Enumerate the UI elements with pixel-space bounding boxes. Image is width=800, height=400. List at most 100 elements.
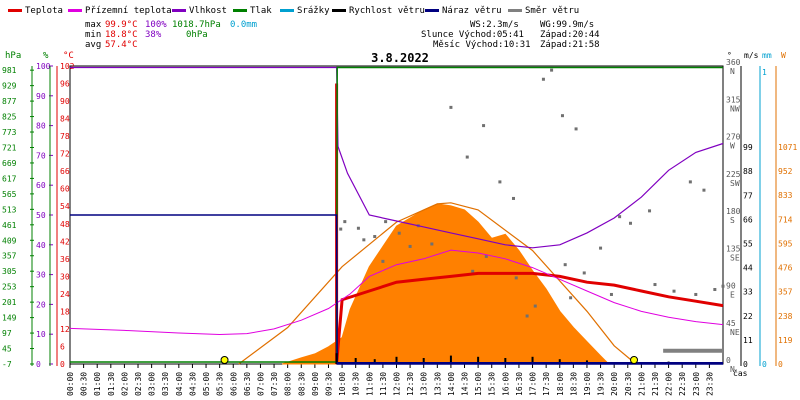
x-tick-20: 10:00 xyxy=(338,372,347,396)
direction-axis-tick-2: 90 xyxy=(726,282,736,291)
direction-axis-name-1: NE xyxy=(730,328,740,337)
stats-block: max 99.9°C 100% 1018.7hPa 0.0mm min 18.8… xyxy=(85,20,257,50)
wind-direction-point-22 xyxy=(648,209,652,213)
pressure-axis-tick-8: 409 xyxy=(2,236,17,245)
legend-swatch-smer xyxy=(508,9,522,12)
x-tick-10: 05:00 xyxy=(202,372,211,396)
x-tick-23: 11:30 xyxy=(379,372,388,396)
stat-max-press: 1018.7hPa xyxy=(172,20,221,30)
x-tick-6: 03:00 xyxy=(148,372,157,396)
direction-axis-name-7: NW xyxy=(730,104,740,113)
radiation-theory-line xyxy=(238,202,637,365)
x-tick-41: 20:30 xyxy=(624,372,633,396)
axis-unit-rain: mm xyxy=(762,51,772,60)
x-tick-33: 16:30 xyxy=(515,372,524,396)
wind-direction-point-27 xyxy=(713,288,717,291)
legend-label-naraz: Náraz větru xyxy=(442,6,502,16)
temperature-axis-tick-0: 0 xyxy=(60,360,65,369)
stat-max-temp: 99.9°C xyxy=(105,20,138,30)
wind-direction-point-10 xyxy=(482,124,486,128)
wind-direction-point-15 xyxy=(560,114,564,118)
temperature-axis-tick-9: 54 xyxy=(60,202,70,211)
direction-axis-name-2: E xyxy=(730,291,735,300)
pressure-axis-tick-14: 721 xyxy=(2,143,17,152)
wind-direction-point-8 xyxy=(449,105,453,109)
x-tick-26: 13:00 xyxy=(420,372,429,396)
legend-label-tlak: Tlak xyxy=(250,6,272,16)
wind-direction-point-16 xyxy=(574,127,578,131)
x-tick-38: 19:00 xyxy=(583,372,592,396)
x-tick-34: 17:00 xyxy=(529,372,538,396)
wind-direction-point-38 xyxy=(533,304,537,308)
moon-rise-info: Měsíc Východ:10:31 xyxy=(433,40,531,50)
wind-direction-point-32 xyxy=(653,283,657,287)
radiation-axis-tick-1: 119 xyxy=(778,336,793,345)
stat-avg-label: avg xyxy=(85,40,101,50)
x-tick-44: 22:00 xyxy=(665,372,674,396)
legend-label-rychlost: Rychlost větru xyxy=(349,6,425,16)
legend-swatch-vlhkost xyxy=(172,9,186,12)
radiation-axis-tick-7: 833 xyxy=(778,191,793,200)
x-tick-40: 20:00 xyxy=(610,372,619,396)
wind-direction-point-37 xyxy=(525,314,529,318)
humidity-axis-tick-1: 10 xyxy=(36,330,46,339)
wind-direction-point-3 xyxy=(362,238,366,242)
x-tick-19: 09:30 xyxy=(324,372,333,396)
wind-direction-point-13 xyxy=(541,77,545,81)
series-line-2 xyxy=(70,66,724,249)
wind-direction-point-5 xyxy=(384,220,388,224)
temperature-axis-tick-17: 102 xyxy=(60,62,75,71)
humidity-axis-tick-0: 0 xyxy=(36,360,41,369)
wind-direction-point-33 xyxy=(381,259,385,263)
wind-speed-bar-5 xyxy=(449,355,452,364)
x-tick-18: 09:00 xyxy=(311,372,320,396)
wind-direction-point-6 xyxy=(397,231,401,235)
wind-axis-tick-6: 66 xyxy=(743,215,753,224)
wind-direction-point-34 xyxy=(408,244,412,248)
pressure-axis-tick-10: 513 xyxy=(2,205,17,214)
temperature-axis-tick-6: 36 xyxy=(60,255,70,264)
legend-label-vlhkost: Vlhkost xyxy=(189,6,227,16)
x-tick-47: 23:30 xyxy=(705,372,714,396)
wind-direction-point-39 xyxy=(569,296,573,300)
direction-axis-name-5: SW xyxy=(730,179,740,188)
wind-direction-point-12 xyxy=(511,196,515,200)
wind-direction-point-19 xyxy=(599,246,603,250)
x-tick-3: 01:30 xyxy=(107,372,116,396)
wind-direction-point-11 xyxy=(498,180,502,184)
sun-marker-1 xyxy=(630,356,639,364)
wind-direction-point-1 xyxy=(343,220,347,224)
temperature-axis-tick-15: 90 xyxy=(60,97,70,106)
radiation-axis-tick-4: 476 xyxy=(778,264,793,273)
radiation-axis-tick-8: 952 xyxy=(778,167,793,176)
wind-speed-bar-2 xyxy=(373,359,376,364)
humidity-axis-tick-3: 30 xyxy=(36,271,46,280)
temperature-axis-tick-8: 48 xyxy=(60,220,70,229)
temperature-axis-tick-11: 66 xyxy=(60,167,70,176)
legend-swatch-naraz xyxy=(425,9,439,12)
wind-speed-bar-1 xyxy=(354,358,357,364)
wind-direction-point-26 xyxy=(694,292,698,296)
x-tick-22: 11:00 xyxy=(365,372,374,396)
chart-title: 3.8.2022 xyxy=(371,51,429,65)
wind-direction-point-0 xyxy=(339,227,343,231)
axis-unit-humidity: % xyxy=(43,51,49,61)
astro-info: WS:2.3m/s WG:99.9m/s Slunce Východ:05:41… xyxy=(421,20,600,50)
x-axis-label: čas xyxy=(733,368,748,378)
x-tick-28: 14:00 xyxy=(447,372,456,396)
stat-avg-temp: 57.4°C xyxy=(105,40,138,50)
wind-speed-info: WS:2.3m/s xyxy=(470,20,519,30)
wind-direction-point-20 xyxy=(618,215,622,219)
radiation-axis-tick-6: 714 xyxy=(778,215,793,224)
sun-set-info: Západ:20:44 xyxy=(540,30,600,40)
x-tick-11: 05:30 xyxy=(216,372,225,396)
temperature-axis-tick-13: 78 xyxy=(60,132,70,141)
pressure-axis-tick-17: 877 xyxy=(2,97,17,106)
stat-max-label: max xyxy=(85,20,102,30)
stat-max-rain: 0.0mm xyxy=(230,20,257,30)
wind-direction-point-30 xyxy=(514,276,518,280)
humidity-axis-tick-5: 50 xyxy=(36,211,46,220)
radiation-axis-tick-9: 1071 xyxy=(778,143,797,152)
direction-axis-tick-5: 225 xyxy=(726,170,741,179)
